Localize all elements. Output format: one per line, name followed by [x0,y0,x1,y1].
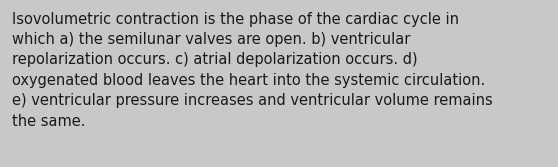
Text: Isovolumetric contraction is the phase of the cardiac cycle in
which a) the semi: Isovolumetric contraction is the phase o… [12,12,493,129]
